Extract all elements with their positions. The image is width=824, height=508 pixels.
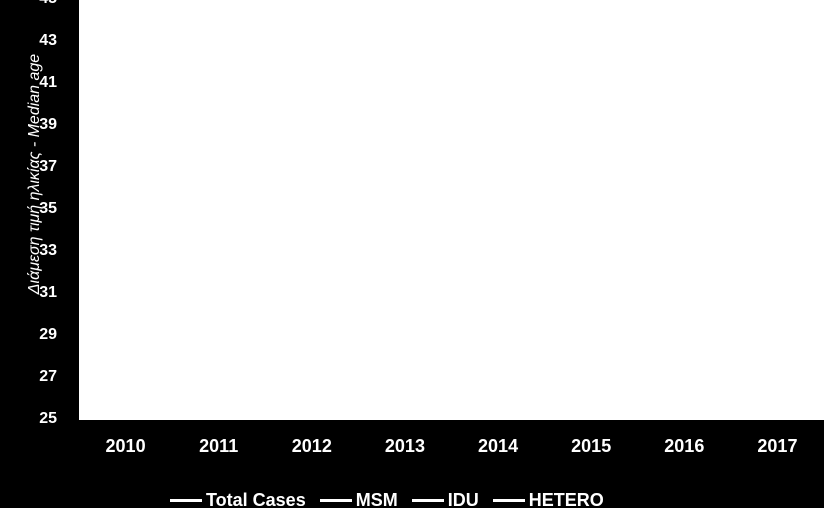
y-tick-label: 25 [33,410,57,428]
legend-swatch [320,499,352,502]
legend-swatch [170,499,202,502]
y-tick-mark [73,42,79,43]
y-tick-mark [73,378,79,379]
x-tick-label: 2012 [287,436,337,457]
legend: Total Cases MSM IDU HETERO [170,490,604,508]
legend-swatch [493,499,525,502]
x-tick-mark [638,420,639,426]
x-tick-label: 2017 [752,436,802,457]
y-tick-mark [73,84,79,85]
chart-container: Διάμεση τιμή ηλικίας - Median age 252729… [0,0,824,508]
y-tick-label: 45 [33,0,57,8]
legend-label: MSM [356,490,398,508]
x-tick-mark [172,420,173,426]
y-tick-mark [73,252,79,253]
y-tick-label: 31 [33,284,57,302]
x-tick-mark [358,420,359,426]
x-tick-label: 2015 [566,436,616,457]
y-tick-label: 41 [33,74,57,92]
y-tick-mark [73,420,79,421]
legend-item-idu: IDU [412,490,479,508]
y-tick-mark [73,210,79,211]
y-tick-label: 29 [33,326,57,344]
x-tick-mark [265,420,266,426]
legend-label: IDU [448,490,479,508]
x-tick-label: 2014 [473,436,523,457]
x-tick-mark [545,420,546,426]
y-tick-label: 27 [33,368,57,386]
plot-area [79,0,824,420]
y-tick-label: 43 [33,32,57,50]
legend-item-total: Total Cases [170,490,306,508]
y-tick-mark [73,336,79,337]
x-tick-label: 2011 [194,436,244,457]
x-tick-label: 2010 [101,436,151,457]
legend-swatch [412,499,444,502]
y-tick-mark [73,294,79,295]
x-tick-mark [731,420,732,426]
y-tick-mark [73,0,79,1]
y-tick-label: 37 [33,158,57,176]
legend-label: HETERO [529,490,604,508]
y-tick-mark [73,168,79,169]
x-tick-label: 2016 [659,436,709,457]
x-tick-label: 2013 [380,436,430,457]
y-tick-label: 39 [33,116,57,134]
x-tick-mark [452,420,453,426]
legend-label: Total Cases [206,490,306,508]
y-tick-label: 35 [33,200,57,218]
y-tick-mark [73,126,79,127]
legend-item-msm: MSM [320,490,398,508]
y-tick-label: 33 [33,242,57,260]
legend-item-hetero: HETERO [493,490,604,508]
